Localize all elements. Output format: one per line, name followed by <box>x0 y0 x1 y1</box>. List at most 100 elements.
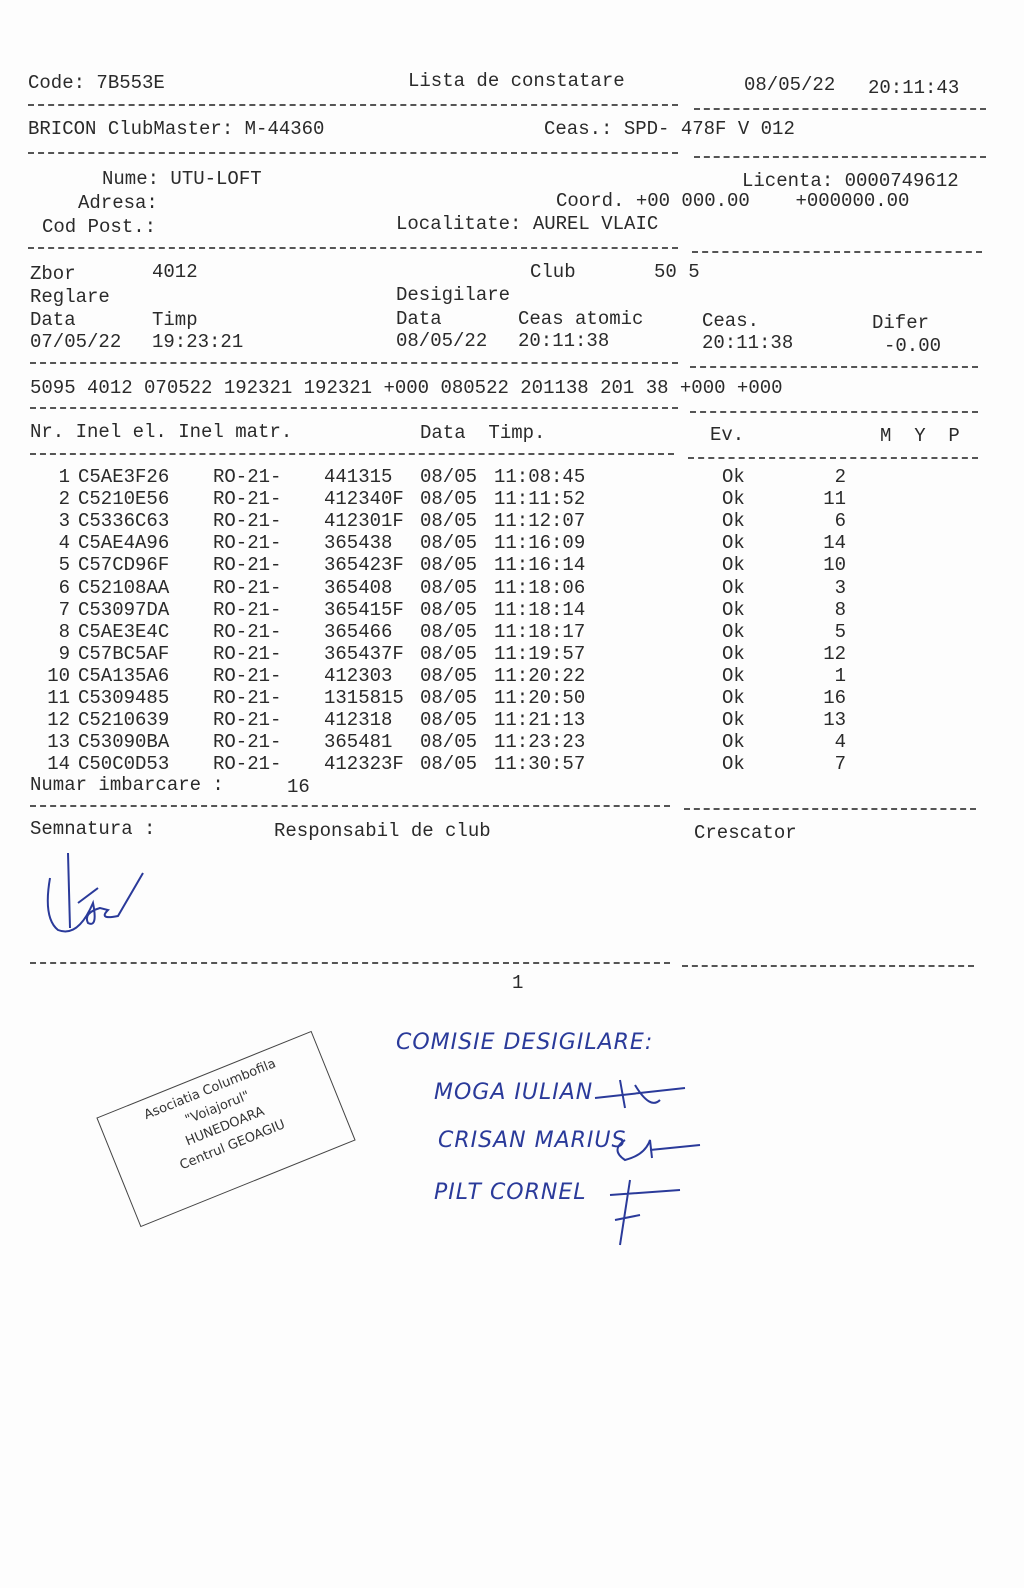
cell-pos: 7 <box>834 753 846 776</box>
cell-ev: Ok <box>722 510 745 533</box>
cell-time: 11:16:14 <box>494 554 586 577</box>
cell-matr: 365481 <box>324 731 393 754</box>
divider <box>684 808 976 810</box>
cell-time: 11:18:06 <box>494 576 586 599</box>
cell-matr: 365438 <box>324 532 393 555</box>
cell-time: 11:11:52 <box>494 488 586 511</box>
header-rings: Nr. Inel el. Inel matr. <box>30 421 293 443</box>
clock-time: 20:11:38 <box>702 332 794 354</box>
header-datetime: Data Timp. <box>420 422 546 444</box>
cell-matr: 412323F <box>324 753 404 776</box>
divider <box>30 362 678 364</box>
cell-time: 11:18:17 <box>494 620 586 643</box>
cell-prefix: RO-21- <box>213 510 282 533</box>
cell-matr: 365466 <box>324 620 393 643</box>
cell-prefix: RO-21- <box>213 642 282 665</box>
cell-el: C5AE4A96 <box>78 532 170 555</box>
cell-matr: 1315815 <box>324 687 404 709</box>
signature-scribble <box>46 852 144 933</box>
cell-nr: 3 <box>58 510 70 533</box>
unsealing-date: 08/05/22 <box>396 330 488 352</box>
setting-label: Reglare <box>30 286 110 308</box>
difference-label: Difer <box>872 312 930 334</box>
divider <box>28 247 678 249</box>
print-date: 08/05/22 <box>744 74 836 96</box>
divider <box>28 104 678 106</box>
postcode: Cod Post.: <box>42 216 157 238</box>
date-label: Data <box>396 308 442 330</box>
cell-pos: 14 <box>823 532 846 555</box>
date-label: Data <box>30 309 76 331</box>
divider <box>690 411 978 413</box>
boarding-label: Numar imbarcare : <box>30 774 224 796</box>
cell-matr: 365415F <box>324 598 404 621</box>
cell-el: C5336C63 <box>78 510 170 533</box>
cell-ev: Ok <box>722 598 745 621</box>
cell-ev: Ok <box>722 731 745 754</box>
cell-ev: Ok <box>722 709 745 732</box>
cell-prefix: RO-21- <box>213 554 282 577</box>
cell-matr: 441315 <box>324 466 393 488</box>
cell-el: C57CD96F <box>78 554 170 577</box>
cell-ev: Ok <box>722 687 745 709</box>
club-value: 50 5 <box>654 261 700 283</box>
cell-date: 08/05 <box>420 532 478 555</box>
cell-prefix: RO-21- <box>213 576 282 599</box>
divider <box>682 965 974 967</box>
cell-nr: 9 <box>58 642 70 665</box>
cell-nr: 4 <box>58 532 70 555</box>
cell-prefix: RO-21- <box>213 709 282 732</box>
document-title: Lista de constatare <box>408 70 625 92</box>
cell-nr: 11 <box>47 687 70 709</box>
club-responsible-label: Responsabil de club <box>274 820 491 842</box>
cell-el: C52108AA <box>78 576 170 599</box>
cell-time: 11:20:50 <box>494 687 586 709</box>
cell-ev: Ok <box>722 620 745 643</box>
cell-matr: 412340F <box>324 488 404 511</box>
cell-nr: 6 <box>58 576 70 599</box>
cell-prefix: RO-21- <box>213 664 282 687</box>
header-ev: Ev. <box>710 424 745 446</box>
cell-nr: 10 <box>47 664 70 687</box>
header-myp: M Y P <box>880 425 960 447</box>
commission-title: COMISIE DESIGILARE: <box>396 1030 654 1055</box>
cell-pos: 16 <box>823 687 846 709</box>
code-line: 5095 4012 070522 192321 192321 +000 0805… <box>30 377 783 399</box>
divider <box>28 152 678 154</box>
clubmaster: BRICON ClubMaster: M-44360 <box>28 118 325 140</box>
cell-date: 08/05 <box>420 731 478 754</box>
cell-el: C53090BA <box>78 731 170 754</box>
club-label: Club <box>530 261 576 283</box>
cell-nr: 8 <box>58 620 70 643</box>
cell-pos: 8 <box>834 598 846 621</box>
clock-id: Ceas.: SPD- 478F V 012 <box>544 118 795 140</box>
cell-date: 08/05 <box>420 620 478 643</box>
cell-prefix: RO-21- <box>213 620 282 643</box>
difference-value: -0.00 <box>884 335 942 357</box>
cell-date: 08/05 <box>420 709 478 732</box>
commission-member: CRISAN MARIUS <box>438 1128 627 1153</box>
setting-date: 07/05/22 <box>30 331 122 353</box>
cell-date: 08/05 <box>420 664 478 687</box>
cell-pos: 2 <box>834 466 846 488</box>
commission-member: MOGA IULIAN <box>434 1080 594 1105</box>
cell-pos: 5 <box>834 620 846 643</box>
locality: Localitate: AUREL VLAIC <box>396 213 659 235</box>
cell-el: C5A135A6 <box>78 664 170 687</box>
cell-time: 11:19:57 <box>494 642 586 665</box>
cell-matr: 365437F <box>324 642 404 665</box>
cell-nr: 1 <box>58 466 70 488</box>
atomic-clock-label: Ceas atomic <box>518 308 644 330</box>
cell-pos: 10 <box>823 554 846 577</box>
cell-time: 11:08:45 <box>494 466 586 488</box>
divider <box>690 366 978 368</box>
divider <box>30 962 670 964</box>
cell-ev: Ok <box>722 466 745 488</box>
cell-nr: 14 <box>47 753 70 776</box>
licence: Licenta: 0000749612 <box>742 170 959 192</box>
unsealing-label: Desigilare <box>396 284 511 306</box>
cell-matr: 365423F <box>324 554 404 577</box>
cell-time: 11:16:09 <box>494 532 586 555</box>
time-label: Timp <box>152 309 198 331</box>
cell-el: C57BC5AF <box>78 642 170 665</box>
